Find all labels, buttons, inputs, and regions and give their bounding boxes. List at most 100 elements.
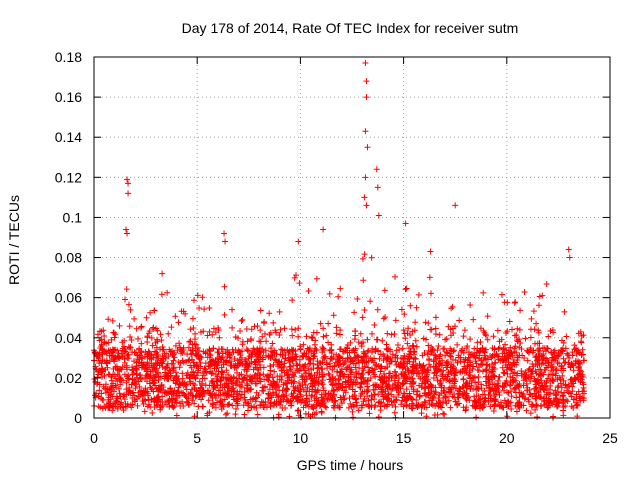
- data-point: [441, 384, 448, 391]
- data-point: [470, 385, 477, 392]
- data-point: [163, 364, 170, 371]
- data-point: [381, 287, 388, 294]
- data-point: [491, 360, 498, 367]
- data-point: [206, 304, 213, 311]
- data-point: [282, 355, 289, 362]
- data-point: [183, 399, 190, 406]
- data-point: [570, 367, 577, 374]
- data-point: [447, 389, 454, 396]
- data-point: [577, 375, 584, 382]
- data-point: [189, 341, 196, 348]
- data-point: [447, 404, 454, 411]
- data-point: [435, 395, 442, 402]
- data-point: [536, 360, 543, 367]
- data-point: [320, 384, 327, 391]
- data-point: [281, 347, 288, 354]
- data-point: [170, 357, 177, 364]
- data-point: [325, 391, 332, 398]
- data-point: [527, 326, 534, 333]
- data-point: [110, 380, 117, 387]
- data-point: [138, 376, 145, 383]
- data-point: [340, 373, 347, 380]
- data-point: [230, 388, 237, 395]
- data-point: [503, 400, 510, 407]
- data-point: [579, 346, 586, 353]
- data-point: [113, 363, 120, 370]
- data-point: [408, 383, 415, 390]
- data-point: [100, 396, 107, 403]
- data-point: [531, 340, 538, 347]
- data-point: [210, 384, 217, 391]
- data-point: [556, 374, 563, 381]
- data-point: [559, 392, 566, 399]
- data-point: [349, 357, 356, 364]
- data-point: [392, 273, 399, 280]
- data-point: [364, 381, 371, 388]
- data-point: [360, 374, 367, 381]
- data-point: [364, 393, 371, 400]
- data-point: [384, 346, 391, 353]
- data-point: [555, 349, 562, 356]
- data-point: [504, 363, 511, 370]
- data-point: [115, 350, 122, 357]
- data-point: [506, 318, 513, 325]
- data-point: [534, 413, 541, 420]
- data-point: [379, 337, 386, 344]
- data-point: [114, 353, 121, 360]
- data-point: [484, 313, 491, 320]
- y-tick-label: 0.14: [55, 129, 82, 145]
- data-point: [222, 411, 229, 418]
- data-point: [231, 364, 238, 371]
- data-point: [310, 360, 317, 367]
- data-point: [578, 352, 585, 359]
- data-point: [116, 390, 123, 397]
- data-point: [238, 354, 245, 361]
- data-point: [323, 359, 330, 366]
- data-point: [560, 396, 567, 403]
- data-point: [364, 144, 371, 151]
- data-point: [361, 363, 368, 370]
- data-point: [248, 386, 255, 393]
- data-point: [163, 350, 170, 357]
- data-point: [114, 405, 121, 412]
- data-point: [131, 315, 138, 322]
- data-point: [216, 334, 223, 341]
- data-point: [513, 372, 520, 379]
- data-point: [546, 398, 553, 405]
- data-point: [532, 395, 539, 402]
- data-point: [213, 361, 220, 368]
- data-point: [157, 373, 164, 380]
- data-point: [549, 400, 556, 407]
- data-point: [429, 397, 436, 404]
- data-point: [533, 354, 540, 361]
- data-point: [451, 394, 458, 401]
- data-point: [146, 375, 153, 382]
- data-point: [489, 381, 496, 388]
- data-point: [305, 288, 312, 295]
- data-point: [213, 371, 219, 378]
- data-point: [194, 292, 201, 299]
- data-point: [331, 404, 338, 411]
- data-point: [158, 382, 165, 389]
- data-point: [133, 365, 140, 372]
- data-point: [580, 390, 587, 397]
- data-point: [317, 320, 324, 327]
- data-point: [198, 396, 205, 403]
- data-point: [232, 411, 239, 418]
- data-point: [295, 333, 302, 340]
- data-point: [283, 385, 290, 392]
- data-point: [384, 353, 391, 360]
- data-point: [427, 326, 434, 333]
- data-point: [144, 334, 151, 341]
- y-tick-label: 0.06: [55, 290, 82, 306]
- data-point: [170, 367, 177, 374]
- data-point: [474, 345, 481, 352]
- data-point: [169, 360, 176, 367]
- data-point: [560, 412, 567, 419]
- data-point: [460, 333, 467, 340]
- data-point: [176, 392, 183, 399]
- data-point: [431, 411, 438, 418]
- data-point: [318, 391, 325, 398]
- data-point: [112, 364, 119, 371]
- data-point: [519, 393, 526, 400]
